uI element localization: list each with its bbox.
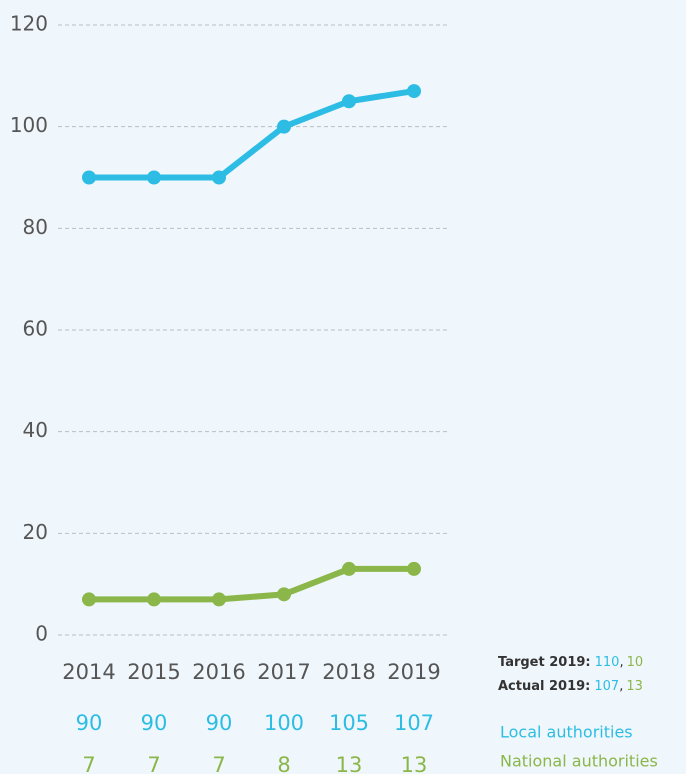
legend-label: National authorities [500,752,658,771]
data-point [212,170,226,185]
y-tick-label: 80 [23,215,48,239]
data-point [342,561,356,576]
annotation-value: 13 [626,679,643,694]
y-tick-label: 20 [23,520,48,544]
annotation-separator: , [619,679,623,694]
value-label: 7 [82,753,95,774]
data-point [147,592,161,607]
y-tick-label: 40 [23,418,48,442]
series-line [89,88,415,181]
x-tick-label: 2015 [127,660,180,684]
annotation-label: Actual 2019: [498,679,590,694]
data-point [277,119,291,134]
annotation-label: Target 2019: [498,655,591,670]
data-point [212,592,226,607]
x-tick-label: 2016 [192,660,245,684]
x-tick-label: 2018 [322,660,375,684]
data-point [342,94,356,109]
value-label: 107 [394,711,434,735]
value-label: 7 [147,753,160,774]
y-tick-label: 0 [35,622,48,646]
data-point [147,170,161,185]
value-label: 100 [264,711,304,735]
annotation: Target 2019: 110, 10 [498,655,643,670]
value-label: 90 [206,711,233,735]
x-tick-label: 2014 [62,660,115,684]
data-point [407,561,421,576]
value-label: 8 [277,753,290,774]
data-point [82,592,96,607]
x-tick-label: 2019 [387,660,440,684]
legend-label: Local authorities [500,723,633,742]
y-tick-label: 60 [23,317,48,341]
value-label: 13 [336,753,363,774]
annotation-separator: , [619,655,623,670]
annotation: Actual 2019: 107, 13 [498,679,643,694]
value-label: 105 [329,711,369,735]
data-point [407,84,421,99]
data-point [277,587,291,602]
value-label: 7 [212,753,225,774]
series-line [89,565,414,603]
annotation-value: 107 [594,679,619,694]
annotation-value: 110 [595,655,620,670]
value-label: 90 [76,711,103,735]
y-tick-label: 100 [10,113,48,137]
annotation-value: 10 [627,655,644,670]
value-label: 90 [141,711,168,735]
y-tick-label: 120 [10,12,48,36]
data-point [82,170,96,185]
x-tick-label: 2017 [257,660,310,684]
value-label: 13 [401,753,428,774]
